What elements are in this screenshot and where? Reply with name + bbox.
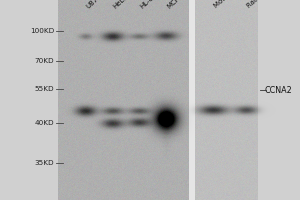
Text: HeLa: HeLa xyxy=(112,0,130,9)
Text: 35KD: 35KD xyxy=(34,160,54,166)
Text: U87: U87 xyxy=(85,0,100,9)
Text: 70KD: 70KD xyxy=(34,58,54,64)
Text: Mouse spleen: Mouse spleen xyxy=(213,0,253,9)
Text: CCNA2: CCNA2 xyxy=(265,86,292,95)
Text: 55KD: 55KD xyxy=(34,86,54,92)
Text: 100KD: 100KD xyxy=(30,28,54,34)
Text: HL-60: HL-60 xyxy=(139,0,158,9)
Text: Rat thymus: Rat thymus xyxy=(246,0,280,9)
Text: 40KD: 40KD xyxy=(34,120,54,126)
Text: MCF7: MCF7 xyxy=(166,0,184,9)
